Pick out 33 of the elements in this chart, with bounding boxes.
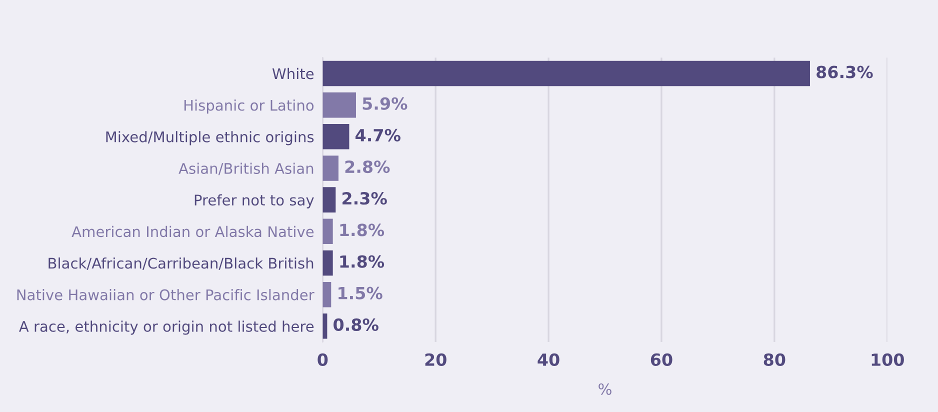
bar — [322, 60, 810, 86]
bar — [322, 282, 332, 308]
bar — [322, 187, 336, 212]
bar — [322, 92, 356, 118]
x-tick-label: 40 — [538, 353, 560, 366]
y-tick-label: Native Hawaiian or Other Pacific Islander — [17, 289, 314, 300]
y-tick-label: Black/African/Carribean/Black British — [48, 257, 314, 270]
data-label: 0.8% — [334, 318, 378, 332]
data-label: 1.8% — [340, 224, 384, 236]
x-axis-title: % — [598, 383, 612, 395]
y-tick-label: Hispanic or Latino — [184, 100, 314, 114]
x-tick-label: 60 — [650, 353, 672, 366]
y-tick-label: White — [272, 68, 314, 80]
data-label: 2.8% — [345, 160, 390, 174]
x-tick-label: 20 — [425, 353, 446, 366]
bar — [322, 218, 333, 244]
bar — [322, 156, 338, 181]
x-tick-label: 100 — [872, 353, 904, 366]
x-tick-label: 0 — [318, 353, 328, 366]
data-label: 1.8% — [340, 255, 384, 268]
x-tick-label: 80 — [764, 353, 786, 366]
data-label: 86.3% — [816, 66, 873, 78]
y-tick-label: Prefer not to say — [194, 194, 314, 208]
data-label: 1.5% — [338, 286, 382, 300]
data-label: 4.7% — [356, 128, 400, 142]
y-tick-label: Mixed/Multiple ethnic origins — [106, 131, 314, 146]
y-tick-label: American Indian or Alaska Native — [72, 226, 314, 238]
bar — [322, 124, 350, 150]
data-label: 2.3% — [342, 192, 387, 205]
data-label: 5.9% — [362, 97, 408, 110]
y-tick-label: A race, ethnicity or origin not listed here — [19, 320, 314, 335]
bar — [322, 250, 333, 276]
y-tick-label: Asian/British Asian — [178, 162, 314, 176]
